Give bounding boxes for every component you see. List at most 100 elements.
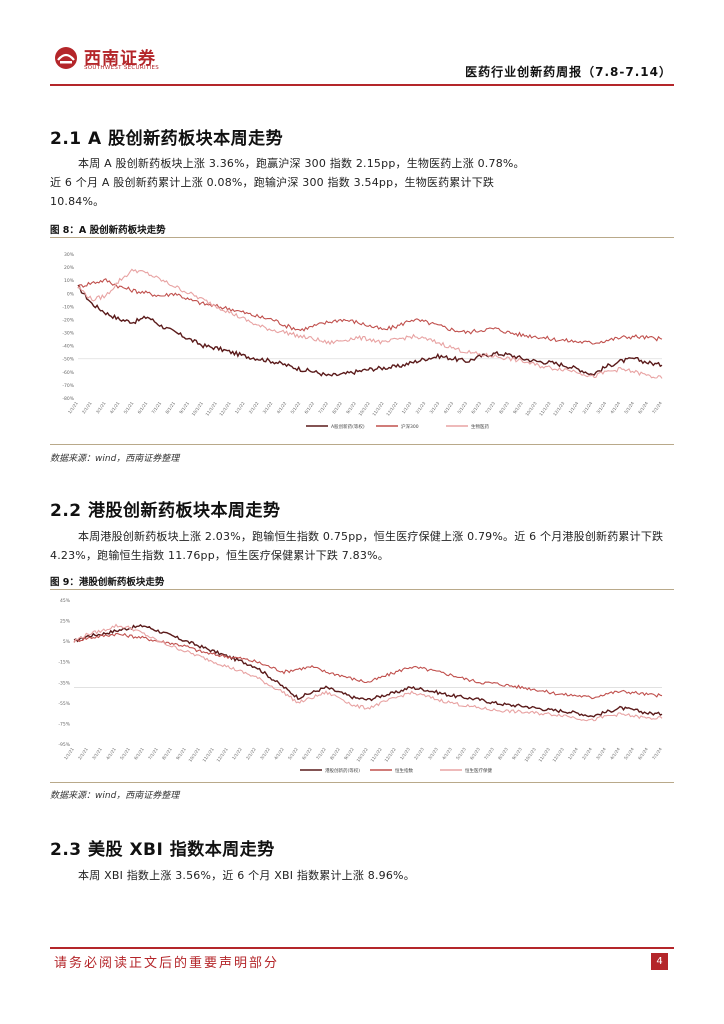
y-tick-label: -15%	[58, 660, 70, 666]
x-tick-label: 8/1/23	[498, 400, 510, 414]
series-line	[78, 268, 663, 379]
x-tick-label: 6/1/21	[133, 746, 145, 760]
x-tick-label: 4/1/22	[276, 400, 288, 414]
paragraph-line: 本周 XBI 指数上涨 3.56%，近 6 个月 XBI 指数累计上涨 8.96…	[78, 869, 415, 882]
x-tick-label: 1/1/24	[568, 400, 580, 414]
x-tick-label: 7/1/21	[150, 400, 162, 414]
x-tick-label: 5/1/21	[123, 400, 135, 414]
x-tick-label: 4/1/21	[109, 400, 121, 414]
section-heading-hk-share: 2.2 港股创新药板块本周走势	[50, 501, 281, 521]
x-tick-label: 4/1/24	[609, 400, 621, 414]
x-tick-label: 2/1/23	[415, 400, 427, 414]
paragraph-line: 近 6 个月 A 股创新药累计上涨 0.08%，跑输沪深 300 指数 3.54…	[50, 176, 495, 189]
x-tick-label: 8/1/21	[164, 400, 176, 414]
y-tick-label: 5%	[63, 639, 71, 645]
x-tick-label: 3/1/22	[259, 746, 271, 760]
x-tick-label: 9/1/23	[512, 400, 524, 414]
y-tick-label: -10%	[62, 304, 74, 310]
x-tick-label: 2/1/23	[413, 746, 425, 760]
legend-label: 恒生指数	[395, 767, 413, 774]
x-tick-label: 10/1/22	[357, 400, 371, 416]
x-tick-label: 3/1/22	[262, 400, 274, 414]
x-tick-label: 7/1/22	[317, 400, 329, 414]
x-tick-label: 10/1/22	[355, 746, 369, 762]
x-tick-label: 10/1/23	[523, 746, 537, 762]
x-tick-label: 12/1/21	[215, 746, 229, 762]
footer-disclaimer: 请务必阅读正文后的重要声明部分	[54, 956, 280, 971]
figure-top-rule	[50, 237, 674, 238]
x-tick-label: 7/1/23	[484, 400, 496, 414]
x-tick-label: 2/1/24	[581, 400, 593, 414]
x-tick-label: 12/1/21	[218, 400, 232, 416]
x-tick-label: 6/1/21	[137, 400, 149, 414]
x-tick-label: 10/1/23	[524, 400, 538, 416]
legend-label: 港股创新药(等权)	[325, 767, 360, 774]
x-tick-label: 5/1/23	[455, 746, 467, 760]
x-tick-label: 5/1/24	[623, 746, 635, 760]
y-tick-label: -60%	[62, 370, 74, 376]
x-tick-label: 1/1/24	[567, 746, 579, 760]
x-tick-label: 12/1/23	[551, 746, 565, 762]
y-tick-label: -35%	[58, 680, 70, 686]
x-tick-label: 7/1/22	[315, 746, 327, 760]
figure-bottom-rule	[50, 444, 674, 445]
x-tick-label: 11/1/23	[537, 746, 551, 762]
y-tick-label: 0%	[67, 291, 75, 297]
x-tick-label: 1/1/23	[399, 746, 411, 760]
legend-label: 恒生医疗保健	[465, 767, 492, 774]
x-tick-label: 7/1/24	[651, 746, 663, 760]
x-tick-label: 8/1/22	[331, 400, 343, 414]
series-line	[73, 623, 663, 722]
x-tick-label: 11/1/22	[369, 746, 383, 762]
x-tick-label: 5/1/24	[623, 400, 635, 414]
x-tick-label: 5/1/22	[287, 746, 299, 760]
x-tick-label: 3/1/21	[95, 400, 107, 414]
legend-label: A股创新药(等权)	[331, 423, 365, 430]
figure-label-8: 图 8：A 股创新药板块走势	[50, 225, 166, 236]
y-tick-label: -50%	[62, 357, 74, 363]
x-tick-label: 4/1/21	[105, 746, 117, 760]
x-tick-label: 11/1/23	[538, 400, 552, 416]
y-tick-label: 45%	[60, 598, 71, 604]
x-tick-label: 8/1/22	[329, 746, 341, 760]
x-tick-label: 8/1/23	[497, 746, 509, 760]
x-tick-label: 4/1/24	[609, 746, 621, 760]
logo-english-text: SOUTHWEST SECURITIES	[84, 65, 160, 71]
y-tick-label: 30%	[64, 252, 75, 258]
x-tick-label: 3/1/23	[429, 400, 441, 414]
series-line	[73, 632, 663, 700]
x-tick-label: 6/1/22	[303, 400, 315, 414]
section-heading-a-share: 2.1 A 股创新药板块本周走势	[50, 129, 284, 149]
header-divider	[50, 84, 674, 86]
x-tick-label: 9/1/22	[343, 746, 355, 760]
x-tick-label: 1/1/22	[234, 400, 246, 414]
paragraph-line: 本周 A 股创新药板块上涨 3.36%，跑赢沪深 300 指数 2.15pp，生…	[78, 157, 525, 170]
x-tick-label: 6/1/24	[637, 746, 649, 760]
series-line	[73, 623, 663, 718]
y-tick-label: 10%	[64, 278, 75, 284]
x-tick-label: 12/1/22	[383, 746, 397, 762]
paragraph-line: 本周港股创新药板块上涨 2.03%，跑输恒生指数 0.75pp，恒生医疗保健上涨…	[78, 530, 664, 543]
x-tick-label: 7/1/23	[483, 746, 495, 760]
figure-bottom-rule	[50, 782, 674, 783]
series-line	[77, 278, 663, 345]
footer-divider	[50, 947, 674, 949]
x-tick-label: 10/1/21	[191, 400, 205, 416]
y-tick-label: -40%	[62, 344, 74, 350]
section-paragraph-hk-share: 本周港股创新药板块上涨 2.03%，跑输恒生指数 0.75pp，恒生医疗保健上涨…	[50, 527, 674, 565]
page-number: 4	[651, 953, 668, 970]
x-tick-label: 1/1/22	[231, 746, 243, 760]
x-tick-label: 9/1/22	[345, 400, 357, 414]
y-tick-label: -30%	[62, 331, 74, 337]
x-tick-label: 9/1/21	[175, 746, 187, 760]
x-tick-label: 4/1/23	[442, 400, 454, 414]
y-tick-label: -55%	[58, 701, 70, 707]
legend-label: 生物医药	[471, 423, 489, 430]
y-tick-label: -95%	[58, 742, 70, 748]
paragraph-line: 10.84%。	[50, 195, 105, 208]
figure-source: 数据来源：wind，西南证券整理	[50, 454, 180, 464]
series-line	[77, 284, 663, 377]
figure-top-rule	[50, 589, 674, 590]
x-tick-label: 4/1/22	[273, 746, 285, 760]
x-tick-label: 4/1/23	[441, 746, 453, 760]
